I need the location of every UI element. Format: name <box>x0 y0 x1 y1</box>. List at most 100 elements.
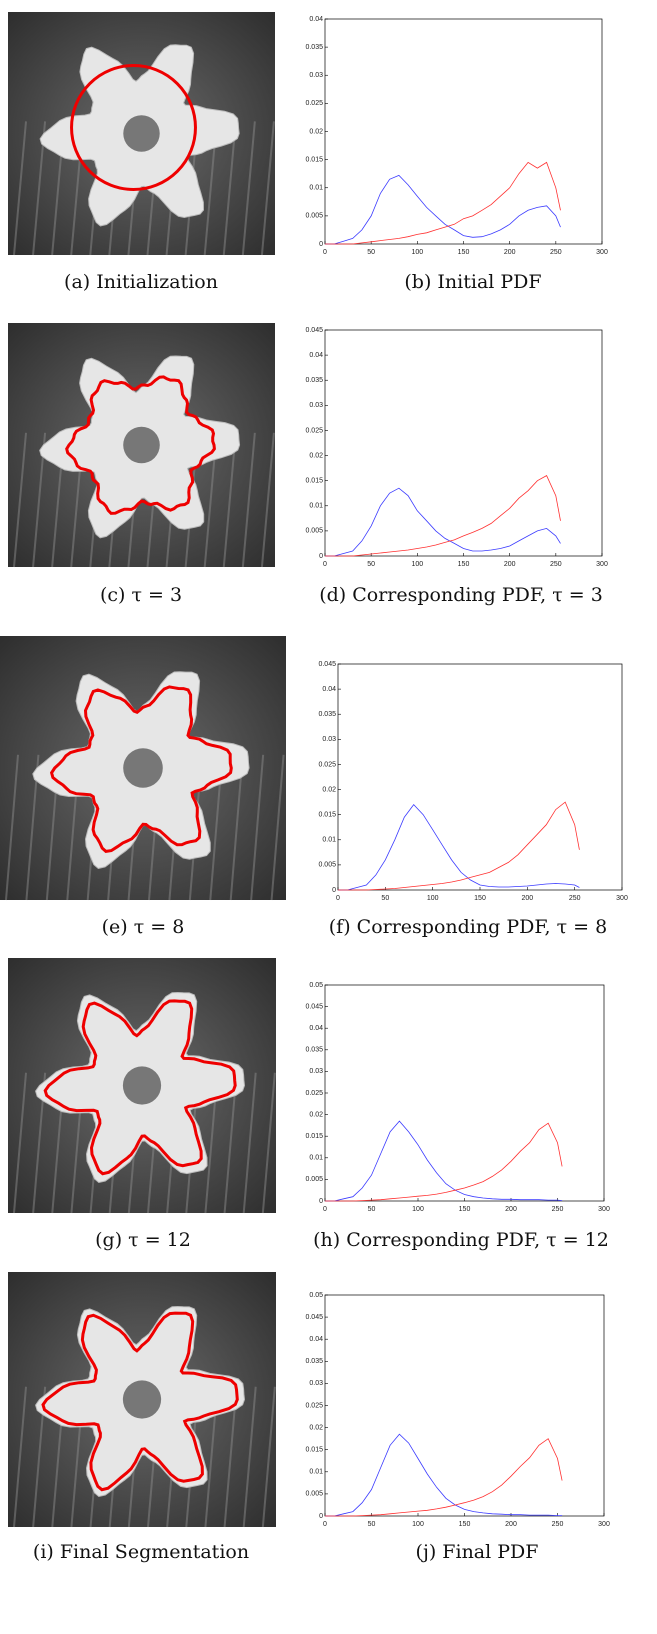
y-tick-label: 0.045 <box>305 1314 323 1321</box>
grass-stroke <box>13 1072 27 1214</box>
caption: (i) Final Segmentation <box>33 1541 249 1563</box>
grass-stroke <box>13 1386 27 1528</box>
x-tick-label: 0 <box>336 895 340 902</box>
x-tick-label: 100 <box>427 895 439 902</box>
caption: (c) τ = 3 <box>100 584 182 606</box>
y-tick-label: 0.04 <box>309 1025 323 1032</box>
y-tick-label: 0.045 <box>305 1003 323 1010</box>
contour <box>65 375 216 515</box>
y-tick-label: 0.015 <box>305 1447 323 1454</box>
x-tick-label: 200 <box>505 1521 517 1528</box>
y-tick-label: 0.045 <box>305 327 323 334</box>
plot-frame <box>324 984 605 1202</box>
x-tick-label: 0 <box>323 1206 327 1213</box>
y-tick-label: 0.04 <box>322 686 336 693</box>
grass-stroke <box>13 121 27 256</box>
y-tick-label: 0.015 <box>318 812 336 819</box>
x-tick-label: 0 <box>323 1521 327 1528</box>
plot-frame <box>324 329 603 557</box>
grass-stroke <box>260 121 275 256</box>
grass-stroke <box>241 432 256 568</box>
x-tick-label: 0 <box>323 249 327 256</box>
x-tick-label: 300 <box>596 249 608 256</box>
x-tick-label: 250 <box>550 561 562 568</box>
y-tick-label: 0.025 <box>305 1402 323 1409</box>
x-tick-label: 150 <box>458 561 470 568</box>
pdf-line <box>325 1122 563 1202</box>
y-tick-label: 0.03 <box>309 402 323 409</box>
y-tick-label: 0.025 <box>305 1090 323 1097</box>
contour <box>70 64 197 191</box>
y-tick-label: 0.015 <box>305 478 323 485</box>
contour <box>49 685 233 853</box>
x-tick-label: 150 <box>458 249 470 256</box>
x-tick-label: 100 <box>411 561 423 568</box>
y-tick-label: 0.005 <box>305 528 323 535</box>
y-tick-label: 0.01 <box>309 185 323 192</box>
y-tick-label: 0.05 <box>309 1292 323 1299</box>
x-tick-label: 50 <box>368 1206 376 1213</box>
x-tick-label: 100 <box>411 249 423 256</box>
caption: (b) Initial PDF <box>404 271 541 293</box>
plot-frame <box>324 1294 605 1517</box>
pdf-line <box>338 803 580 891</box>
pdf-line <box>325 487 561 557</box>
grass-stroke <box>242 1072 257 1214</box>
y-tick-label: 0.035 <box>305 377 323 384</box>
y-tick-label: 0 <box>319 553 323 560</box>
x-tick-label: 250 <box>552 1521 564 1528</box>
y-tick-label: 0.04 <box>309 16 323 23</box>
y-tick-label: 0.045 <box>318 661 336 668</box>
y-tick-label: 0.015 <box>305 156 323 163</box>
x-tick-label: 150 <box>474 895 486 902</box>
caption: (d) Corresponding PDF, τ = 3 <box>319 584 603 606</box>
x-tick-label: 250 <box>550 249 562 256</box>
x-tick-label: 50 <box>368 1521 376 1528</box>
flower-center <box>123 115 160 152</box>
caption: (f) Corresponding PDF, τ = 8 <box>329 916 607 938</box>
y-tick-label: 0.02 <box>309 128 323 135</box>
y-tick-label: 0.025 <box>305 100 323 107</box>
grass-stroke <box>229 754 244 901</box>
x-tick-label: 250 <box>569 895 581 902</box>
pdf-line <box>325 1433 563 1517</box>
y-tick-label: 0.005 <box>305 1491 323 1498</box>
pdf-line <box>325 475 561 557</box>
y-tick-label: 0.01 <box>322 837 336 844</box>
flower-center <box>123 426 160 464</box>
grass-stroke <box>241 121 256 256</box>
pdf-line <box>325 1120 563 1202</box>
pdf-line <box>325 161 561 245</box>
flower-center <box>122 1066 162 1105</box>
x-tick-label: 250 <box>552 1206 564 1213</box>
y-tick-label: 0 <box>319 241 323 248</box>
y-tick-label: 0.05 <box>309 982 323 989</box>
y-tick-label: 0 <box>332 887 336 894</box>
pdf-line <box>325 174 561 245</box>
y-tick-label: 0.01 <box>309 1469 323 1476</box>
x-tick-label: 150 <box>459 1521 471 1528</box>
grass-stroke <box>261 1072 276 1214</box>
x-tick-label: 50 <box>367 561 375 568</box>
y-tick-label: 0.01 <box>309 1155 323 1162</box>
caption: (a) Initialization <box>64 271 218 293</box>
x-tick-label: 50 <box>367 249 375 256</box>
y-tick-label: 0.005 <box>318 862 336 869</box>
grass-stroke <box>242 1386 257 1528</box>
y-tick-label: 0.035 <box>305 1358 323 1365</box>
y-tick-label: 0.01 <box>309 503 323 510</box>
y-tick-label: 0.04 <box>309 1336 323 1343</box>
grass-stroke <box>222 432 237 568</box>
contour <box>43 999 237 1176</box>
y-tick-label: 0.015 <box>305 1133 323 1140</box>
flower-center <box>123 748 163 788</box>
x-tick-label: 200 <box>504 561 516 568</box>
grass-stroke <box>270 754 285 901</box>
x-tick-label: 100 <box>412 1521 424 1528</box>
y-tick-label: 0.035 <box>305 44 323 51</box>
caption: (h) Corresponding PDF, τ = 12 <box>313 1229 609 1251</box>
x-tick-label: 300 <box>616 895 628 902</box>
x-tick-label: 300 <box>596 561 608 568</box>
x-tick-label: 50 <box>381 895 389 902</box>
y-tick-label: 0.025 <box>318 761 336 768</box>
